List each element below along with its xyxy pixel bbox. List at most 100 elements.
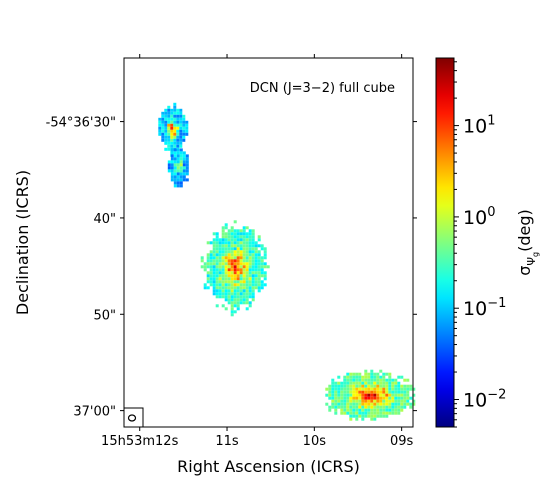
heatmap-cell: [242, 229, 246, 233]
heatmap-cell: [167, 126, 171, 130]
heatmap-cell: [206, 274, 210, 278]
heatmap-cell: [182, 154, 186, 158]
heatmap-cell: [230, 301, 234, 305]
heatmap-cell: [224, 256, 228, 260]
heatmap-cell: [349, 408, 353, 412]
heatmap-cell: [212, 256, 216, 260]
heatmap-cell: [257, 253, 261, 257]
heatmap-cell: [173, 132, 177, 136]
heatmap-cell: [242, 256, 246, 260]
heatmap-cell: [257, 274, 261, 278]
heatmap-cell: [343, 393, 347, 397]
heatmap-cell: [364, 375, 368, 379]
heatmap-cell: [215, 232, 219, 236]
heatmap-cell: [227, 262, 231, 266]
heatmap-cell: [346, 399, 350, 403]
heatmap-cell: [349, 375, 353, 379]
heatmap-cell: [352, 372, 356, 376]
heatmap-cell: [176, 178, 180, 182]
heatmap-cell: [236, 256, 240, 260]
heatmap-cell: [397, 402, 401, 406]
heatmap-cell: [158, 117, 162, 121]
heatmap-cell: [167, 135, 171, 139]
heatmap-cell: [221, 244, 225, 248]
heatmap-cell: [349, 396, 353, 400]
heatmap-cell: [334, 390, 338, 394]
heatmap-cell: [224, 241, 228, 245]
heatmap-cell: [230, 310, 234, 314]
heatmap-cell: [185, 129, 189, 133]
heatmap-cell: [400, 387, 404, 391]
heatmap-cell: [173, 102, 177, 106]
heatmap-cell: [179, 157, 183, 161]
heatmap-cell: [343, 384, 347, 388]
heatmap-cell: [364, 396, 368, 400]
heatmap-cell: [260, 247, 264, 251]
heatmap-cell: [233, 220, 237, 224]
heatmap-cell: [248, 274, 252, 278]
plot-frame: [123, 57, 414, 428]
heatmap-cell: [236, 301, 240, 305]
heatmap-cell: [206, 265, 210, 269]
heatmap-cell: [361, 405, 365, 409]
heatmap-cell: [182, 160, 186, 164]
heatmap-cell: [400, 375, 404, 379]
heatmap-cell: [364, 411, 368, 415]
heatmap-cell: [224, 295, 228, 299]
heatmap-cell: [173, 138, 177, 142]
heatmap-cell: [343, 375, 347, 379]
heatmap-cell: [173, 111, 177, 115]
heatmap-cell: [212, 265, 216, 269]
heatmap-cell: [379, 414, 383, 418]
heatmap-cell: [382, 396, 386, 400]
heatmap-cell: [239, 238, 243, 242]
heatmap-cell: [182, 163, 186, 167]
heatmap-cell: [245, 283, 249, 287]
heatmap-cell: [397, 396, 401, 400]
heatmap-cell: [409, 396, 413, 400]
heatmap-cell: [385, 390, 389, 394]
heatmap-cell: [236, 277, 240, 281]
heatmap-cell: [394, 396, 398, 400]
heatmap-cell: [379, 381, 383, 385]
heatmap-cell: [355, 399, 359, 403]
heatmap-cell: [367, 414, 371, 418]
heatmap-cell: [185, 132, 189, 136]
heatmap-cell: [224, 268, 228, 272]
heatmap-cell: [376, 405, 380, 409]
heatmap-cell: [352, 402, 356, 406]
y-axis-title: Declination (ICRS): [13, 170, 32, 315]
emission-region-4: [325, 369, 416, 421]
heatmap-cell: [230, 298, 234, 302]
heatmap-cell: [209, 271, 213, 275]
heatmap-cell: [248, 238, 252, 242]
heatmap-cell: [328, 384, 332, 388]
heatmap-cell: [376, 381, 380, 385]
heatmap-cell: [167, 105, 171, 109]
heatmap-cell: [361, 399, 365, 403]
heatmap-cell: [212, 238, 216, 242]
heatmap-cell: [355, 405, 359, 409]
heatmap-cell: [173, 126, 177, 130]
beam-ellipse: [127, 414, 137, 422]
heatmap-cell: [251, 256, 255, 260]
heatmap-cell: [328, 387, 332, 391]
heatmap-cell: [376, 396, 380, 400]
heatmap-cell: [224, 259, 228, 263]
heatmap-cell: [176, 172, 180, 176]
heatmap-cell: [382, 405, 386, 409]
heatmap-cell: [239, 229, 243, 233]
heatmap-cell: [263, 274, 267, 278]
heatmap-cell: [376, 384, 380, 388]
heatmap-cell: [161, 138, 165, 142]
heatmap-cell: [224, 244, 228, 248]
heatmap-cell: [251, 253, 255, 257]
heatmap-cell: [263, 265, 267, 269]
heatmap-cell: [173, 154, 177, 158]
heatmap-cell: [251, 286, 255, 290]
heatmap-cell: [257, 265, 261, 269]
heatmap-cell: [221, 256, 225, 260]
heatmap-cell: [227, 280, 231, 284]
heatmap-cell: [239, 235, 243, 239]
heatmap-cell: [224, 232, 228, 236]
